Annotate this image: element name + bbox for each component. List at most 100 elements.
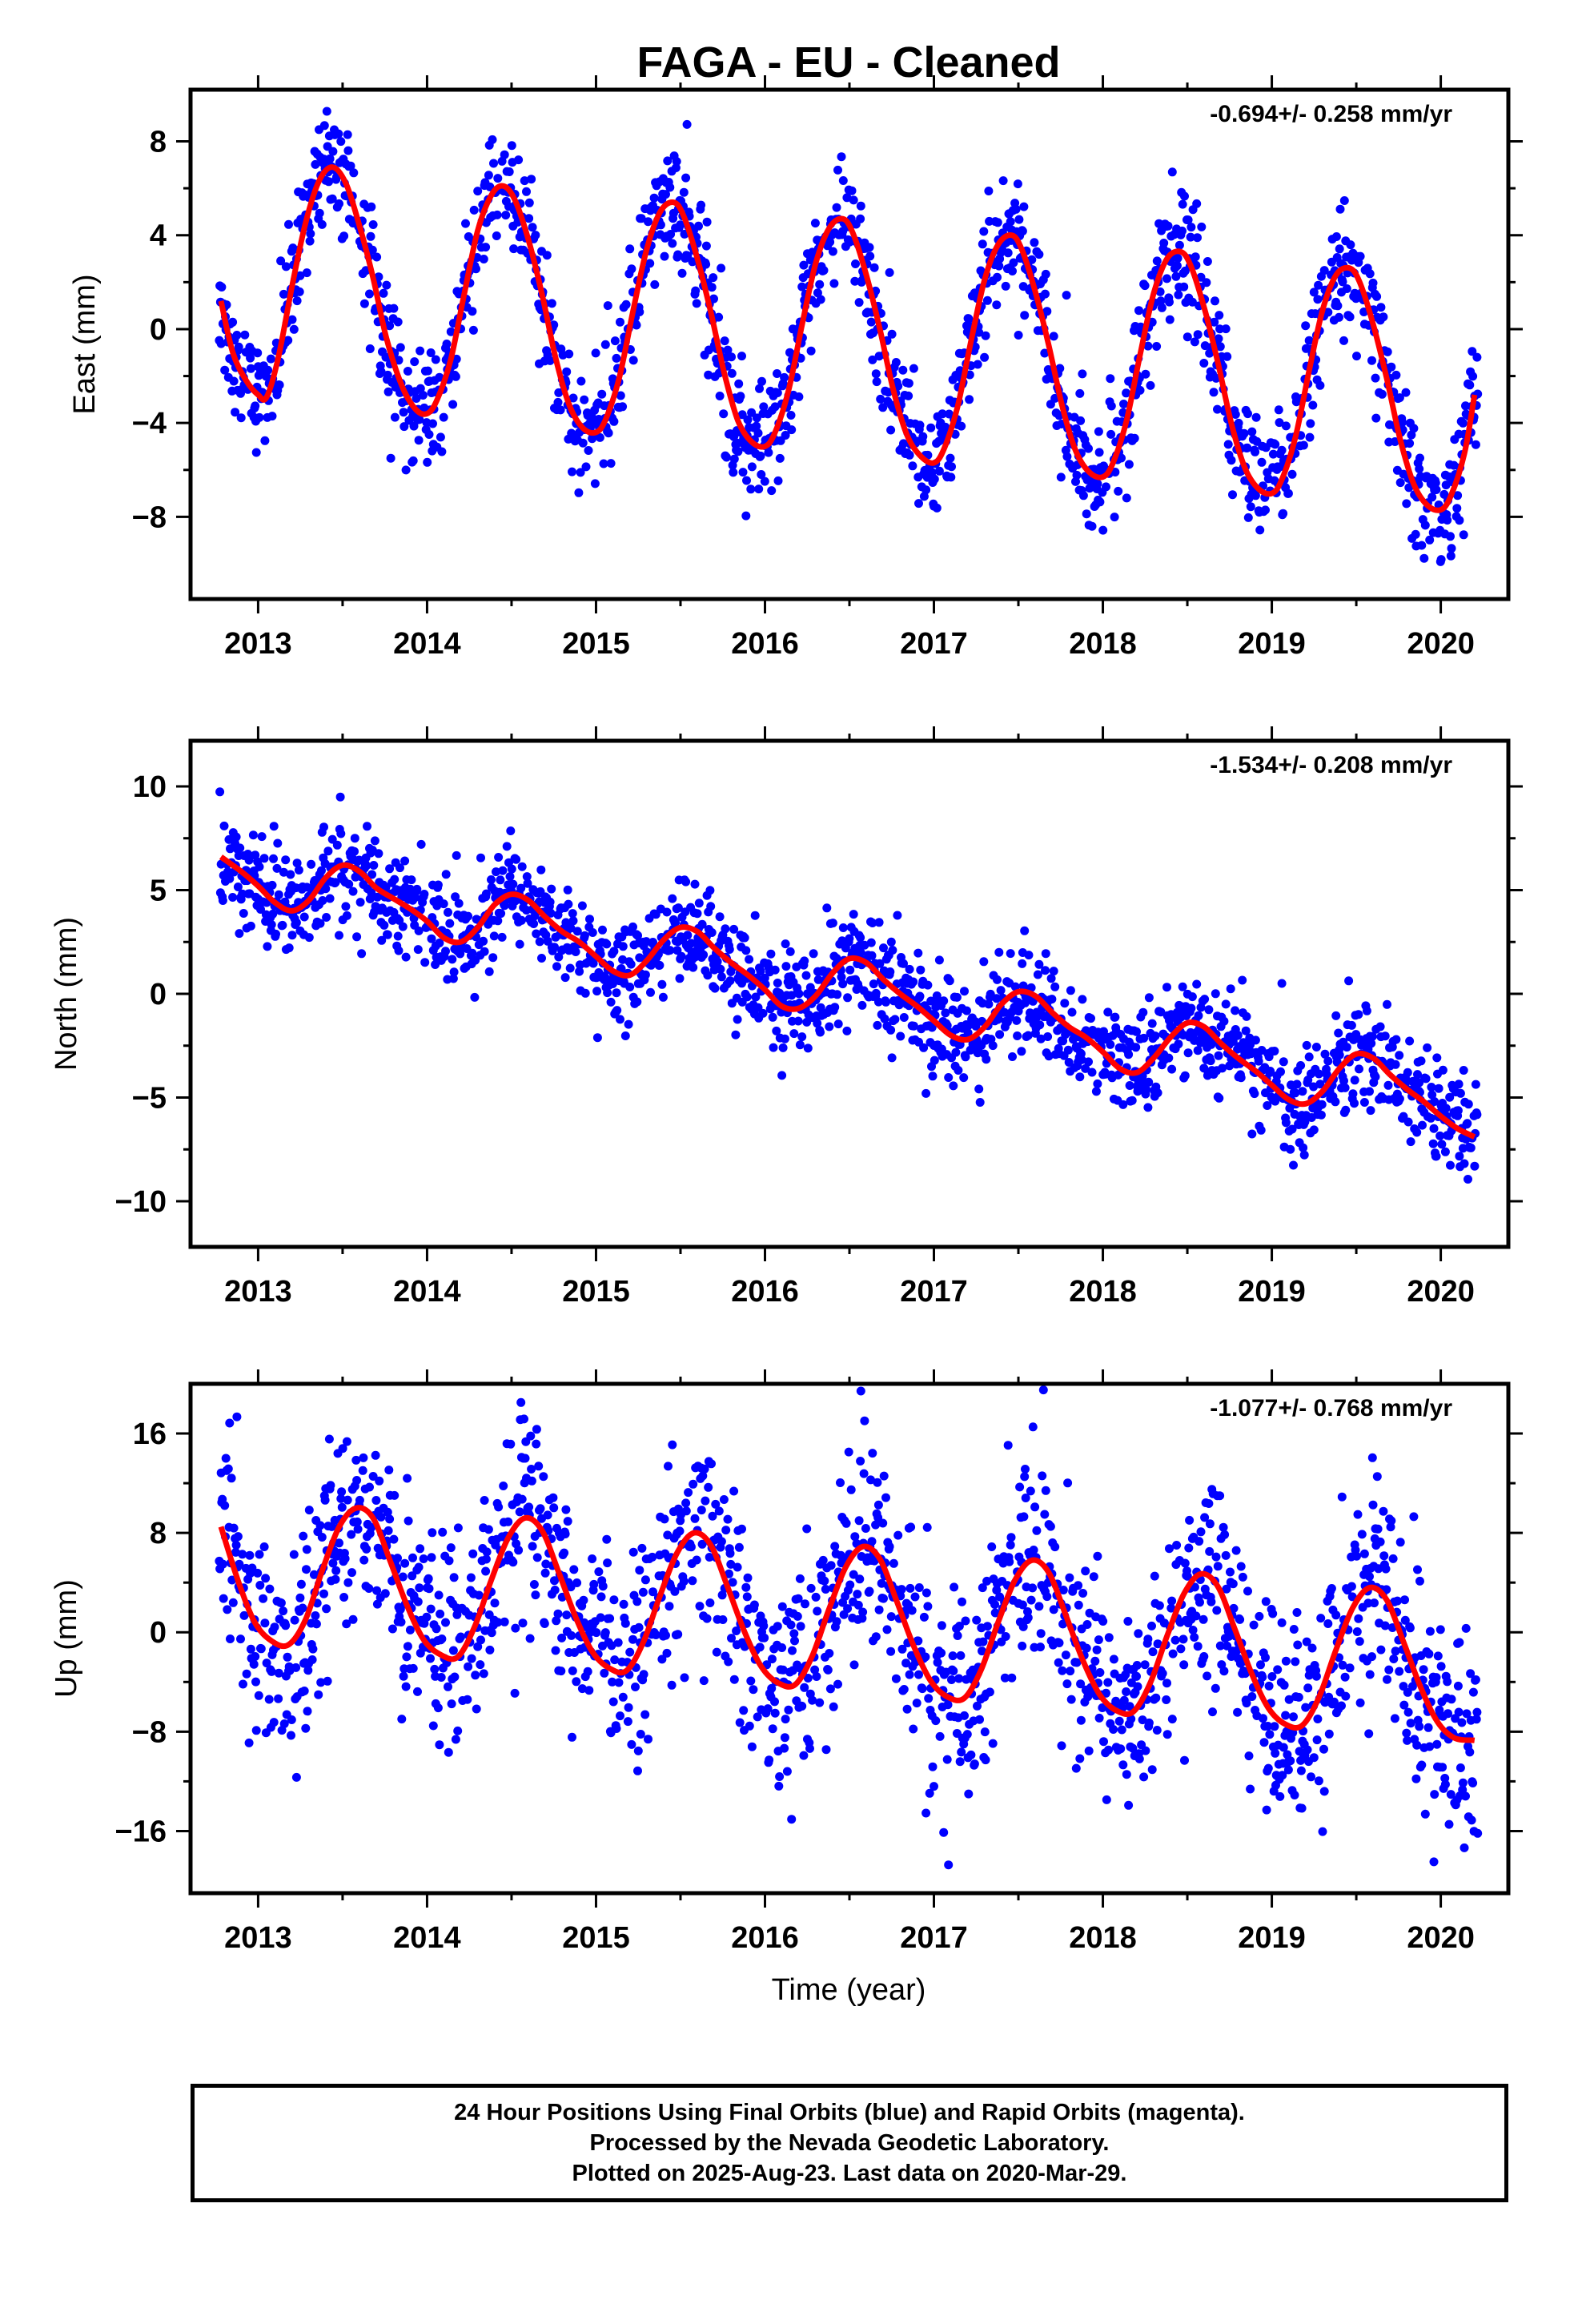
up-data-point	[1058, 1666, 1067, 1675]
up-data-point	[249, 1659, 259, 1669]
north-x-tick-label: 2015	[562, 1275, 630, 1309]
north-data-point	[797, 1032, 807, 1042]
north-data-point	[766, 949, 776, 959]
north-y-tick-label: 0	[150, 978, 167, 1011]
north-data-point	[1075, 1072, 1085, 1082]
north-data-point	[885, 967, 895, 976]
up-data-point	[1038, 1471, 1047, 1481]
east-data-point	[1093, 479, 1102, 489]
up-data-point	[990, 1608, 1000, 1618]
east-data-point	[1314, 280, 1323, 290]
up-data-point	[1255, 1611, 1264, 1621]
east-data-point	[656, 220, 665, 230]
north-data-point	[362, 861, 371, 870]
up-data-point	[255, 1550, 264, 1559]
up-data-point	[871, 1520, 881, 1530]
up-data-point	[636, 1730, 645, 1739]
up-data-point	[1241, 1669, 1250, 1679]
up-data-point	[236, 1634, 245, 1644]
east-fit-line	[218, 164, 1478, 513]
north-data-point	[620, 1031, 630, 1040]
east-data-point	[847, 186, 857, 195]
east-data-point	[365, 344, 375, 353]
north-data-point	[269, 854, 278, 863]
east-data-point	[1377, 389, 1387, 399]
up-data-point	[949, 1667, 958, 1675]
north-data-point	[433, 880, 443, 890]
east-data-point	[1106, 429, 1116, 439]
north-data-point	[699, 950, 709, 959]
north-data-point	[979, 957, 989, 967]
east-data-point	[1186, 232, 1195, 242]
up-data-point	[747, 1742, 757, 1751]
up-data-point	[803, 1674, 813, 1683]
east-data-point	[871, 369, 881, 379]
up-data-point	[399, 1671, 408, 1681]
up-data-point	[550, 1576, 559, 1586]
up-data-point	[925, 1788, 934, 1798]
north-data-point	[1093, 1079, 1102, 1088]
up-data-point	[1118, 1760, 1128, 1770]
up-data-point	[924, 1694, 934, 1703]
north-data-point	[235, 843, 245, 853]
east-data-point	[1042, 307, 1052, 316]
east-data-point	[930, 474, 939, 484]
east-data-point	[1178, 199, 1187, 209]
up-data-point	[396, 1618, 406, 1626]
north-data-point	[355, 898, 365, 907]
east-data-point	[1227, 456, 1236, 465]
east-data-point	[1355, 251, 1365, 261]
chart-title: FAGA - EU - Cleaned	[636, 38, 1060, 86]
north-rate-annotation: -1.534+/- 0.208 mm/yr	[1210, 752, 1452, 778]
up-data-point	[543, 1510, 552, 1520]
up-data-point	[393, 1554, 402, 1563]
north-data-point	[487, 875, 496, 884]
east-data-point	[1162, 274, 1171, 283]
east-x-tick-label: 2016	[731, 627, 799, 661]
up-data-point	[1000, 1673, 1010, 1683]
north-data-point	[1366, 1106, 1375, 1116]
north-data-point	[1034, 959, 1044, 969]
east-data-point	[1371, 413, 1381, 423]
east-data-point	[938, 409, 947, 419]
east-data-point	[302, 268, 311, 278]
up-data-point	[560, 1548, 569, 1558]
north-data-point	[1214, 1051, 1223, 1060]
north-data-point	[1427, 1090, 1437, 1100]
up-data-point	[942, 1755, 952, 1764]
up-data-point	[1102, 1688, 1110, 1698]
north-data-point	[665, 946, 675, 955]
east-data-point	[837, 152, 846, 162]
east-data-point	[753, 428, 763, 438]
north-data-point	[1413, 1070, 1422, 1080]
east-data-point	[885, 267, 894, 277]
east-data-point	[1223, 440, 1233, 449]
east-data-point	[932, 503, 942, 513]
up-data-point	[821, 1585, 830, 1594]
up-data-point	[1090, 1656, 1100, 1666]
east-data-point	[275, 380, 284, 390]
up-data-point	[948, 1651, 958, 1661]
north-data-point	[1153, 1088, 1162, 1098]
north-data-point	[545, 897, 555, 907]
up-data-point	[768, 1724, 777, 1734]
up-data-point	[782, 1767, 792, 1776]
east-data-point	[1106, 401, 1116, 411]
east-data-point	[426, 348, 436, 357]
up-data-point	[1231, 1546, 1241, 1555]
north-x-tick-label: 2020	[1407, 1275, 1475, 1309]
north-data-point	[493, 916, 503, 926]
up-data-point	[301, 1723, 311, 1733]
up-data-point	[1279, 1743, 1288, 1752]
up-data-point	[1242, 1699, 1251, 1708]
up-data-point	[770, 1697, 779, 1707]
up-data-point	[861, 1524, 870, 1533]
east-data-point	[1165, 315, 1174, 324]
up-data-point	[1109, 1655, 1118, 1664]
north-data-point	[1331, 1011, 1341, 1020]
north-data-point	[1147, 1019, 1157, 1028]
up-data-point	[800, 1683, 809, 1692]
up-data-point	[446, 1543, 456, 1553]
north-data-point	[390, 875, 400, 884]
north-data-point	[1291, 1088, 1300, 1098]
